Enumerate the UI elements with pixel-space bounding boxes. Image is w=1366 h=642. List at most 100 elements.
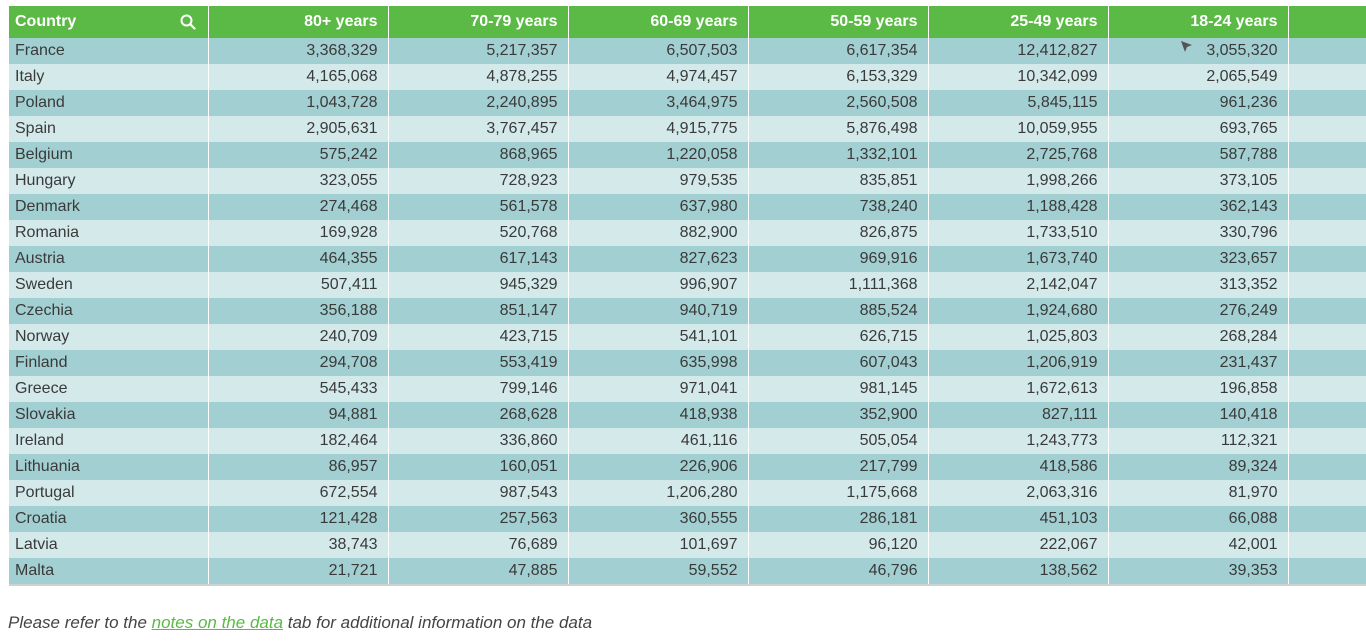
footnote-prefix: Please refer to the	[8, 613, 152, 632]
country-cell: Ireland	[9, 428, 209, 454]
table-body: France 3,368,329 5,217,357 6,507,503 6,617,3…	[9, 38, 1366, 584]
table-row: Slovakia 94,881 268,628 418,938 352,900 827,1…	[9, 402, 1366, 428]
extra-cell	[1288, 506, 1366, 532]
extra-cell	[1288, 428, 1366, 454]
value-cell: 4,165,068	[208, 64, 389, 90]
value-cell: 1,111,368	[748, 272, 929, 298]
value-cell: 520,768	[388, 220, 569, 246]
value-cell: 86,957	[208, 454, 389, 480]
country-cell: Hungary	[9, 168, 209, 194]
value-cell: 826,875	[748, 220, 929, 246]
value-cell: 47,885	[388, 558, 569, 584]
value-cell: 5,845,115	[928, 90, 1109, 116]
column-header-60-69[interactable]: 60-69 years	[568, 6, 749, 38]
value-cell: 451,103	[928, 506, 1109, 532]
extra-cell	[1288, 246, 1366, 272]
value-cell: 276,249	[1108, 298, 1289, 324]
value-cell: 672,554	[208, 480, 389, 506]
column-header-country[interactable]: Country	[9, 6, 209, 38]
value-cell: 835,851	[748, 168, 929, 194]
table-row: France 3,368,329 5,217,357 6,507,503 6,617,3…	[9, 38, 1366, 64]
table-row: Denmark 274,468 561,578 637,980 738,240 1,188…	[9, 194, 1366, 220]
value-cell: 222,067	[928, 532, 1109, 558]
value-cell: 461,116	[568, 428, 749, 454]
value-cell: 169,928	[208, 220, 389, 246]
value-cell: 4,915,775	[568, 116, 749, 142]
value-cell: 89,324	[1108, 454, 1289, 480]
value-cell: 971,041	[568, 376, 749, 402]
extra-cell	[1288, 38, 1366, 64]
country-cell: Lithuania	[9, 454, 209, 480]
country-cell: Spain	[9, 116, 209, 142]
column-header-label: Country	[15, 13, 77, 30]
value-cell: 4,878,255	[388, 64, 569, 90]
column-header-25-49[interactable]: 25-49 years	[928, 6, 1109, 38]
table-row: Sweden 507,411 945,329 996,907 1,111,368 2,14…	[9, 272, 1366, 298]
country-cell: Czechia	[9, 298, 209, 324]
value-cell: 360,555	[568, 506, 749, 532]
notes-on-data-link[interactable]: notes on the data	[151, 613, 284, 632]
country-cell: Italy	[9, 64, 209, 90]
value-cell: 5,217,357	[388, 38, 569, 64]
extra-cell	[1288, 194, 1366, 220]
value-cell: 46,796	[748, 558, 929, 584]
table-bottom-border	[9, 584, 1366, 586]
value-cell: 362,143	[1108, 194, 1289, 220]
value-cell: 827,111	[928, 402, 1109, 428]
table-row: Czechia 356,188 851,147 940,719 885,524 1,924…	[9, 298, 1366, 324]
extra-cell	[1288, 454, 1366, 480]
table-row: Italy 4,165,068 4,878,255 4,974,457 6,153,32…	[9, 64, 1366, 90]
value-cell: 1,998,266	[928, 168, 1109, 194]
value-cell: 2,905,631	[208, 116, 389, 142]
table-row: Portugal 672,554 987,543 1,206,280 1,175,668…	[9, 480, 1366, 506]
value-cell: 1,243,773	[928, 428, 1109, 454]
value-cell: 39,353	[1108, 558, 1289, 584]
extra-cell	[1288, 142, 1366, 168]
value-cell: 2,063,316	[928, 480, 1109, 506]
table-row: Croatia 121,428 257,563 360,555 286,181 451,1…	[9, 506, 1366, 532]
column-header-80-plus[interactable]: 80+ years	[208, 6, 389, 38]
value-cell: 799,146	[388, 376, 569, 402]
value-cell: 231,437	[1108, 350, 1289, 376]
table-row: Poland 1,043,728 2,240,895 3,464,975 2,560,5…	[9, 90, 1366, 116]
country-cell: Slovakia	[9, 402, 209, 428]
value-cell: 545,433	[208, 376, 389, 402]
mouse-cursor-icon	[1181, 41, 1192, 52]
value-cell: 961,236	[1108, 90, 1289, 116]
footnote: Please refer to the notes on the data ta…	[8, 613, 592, 633]
country-cell: Portugal	[9, 480, 209, 506]
table-row: Austria 464,355 617,143 827,623 969,916 1,673…	[9, 246, 1366, 272]
value-cell: 42,001	[1108, 532, 1289, 558]
table-row: Ireland 182,464 336,860 461,116 505,054 1,243…	[9, 428, 1366, 454]
value-cell: 1,188,428	[928, 194, 1109, 220]
table-row: Hungary 323,055 728,923 979,535 835,851 1,998…	[9, 168, 1366, 194]
value-cell: 868,965	[388, 142, 569, 168]
value-cell: 541,101	[568, 324, 749, 350]
table-row: Greece 545,433 799,146 971,041 981,145 1,672,…	[9, 376, 1366, 402]
value-cell: 617,143	[388, 246, 569, 272]
value-cell: 1,672,613	[928, 376, 1109, 402]
extra-cell	[1288, 168, 1366, 194]
value-cell: 626,715	[748, 324, 929, 350]
value-cell: 1,332,101	[748, 142, 929, 168]
table-row: Spain 2,905,631 3,767,457 4,915,775 5,876,49…	[9, 116, 1366, 142]
value-cell: 6,507,503	[568, 38, 749, 64]
value-cell: 182,464	[208, 428, 389, 454]
value-cell: 423,715	[388, 324, 569, 350]
value-cell: 464,355	[208, 246, 389, 272]
column-header-50-59[interactable]: 50-59 years	[748, 6, 929, 38]
value-cell: 3,055,320	[1108, 38, 1289, 64]
search-icon[interactable]	[180, 14, 196, 30]
value-cell: 257,563	[388, 506, 569, 532]
value-cell: 81,970	[1108, 480, 1289, 506]
value-cell: 885,524	[748, 298, 929, 324]
column-header-18-24[interactable]: 18-24 years	[1108, 6, 1289, 38]
value-cell: 196,858	[1108, 376, 1289, 402]
value-cell: 240,709	[208, 324, 389, 350]
value-cell: 418,586	[928, 454, 1109, 480]
value-cell: 979,535	[568, 168, 749, 194]
column-header-extra	[1288, 6, 1366, 38]
extra-cell	[1288, 220, 1366, 246]
column-header-70-79[interactable]: 70-79 years	[388, 6, 569, 38]
value-cell: 996,907	[568, 272, 749, 298]
